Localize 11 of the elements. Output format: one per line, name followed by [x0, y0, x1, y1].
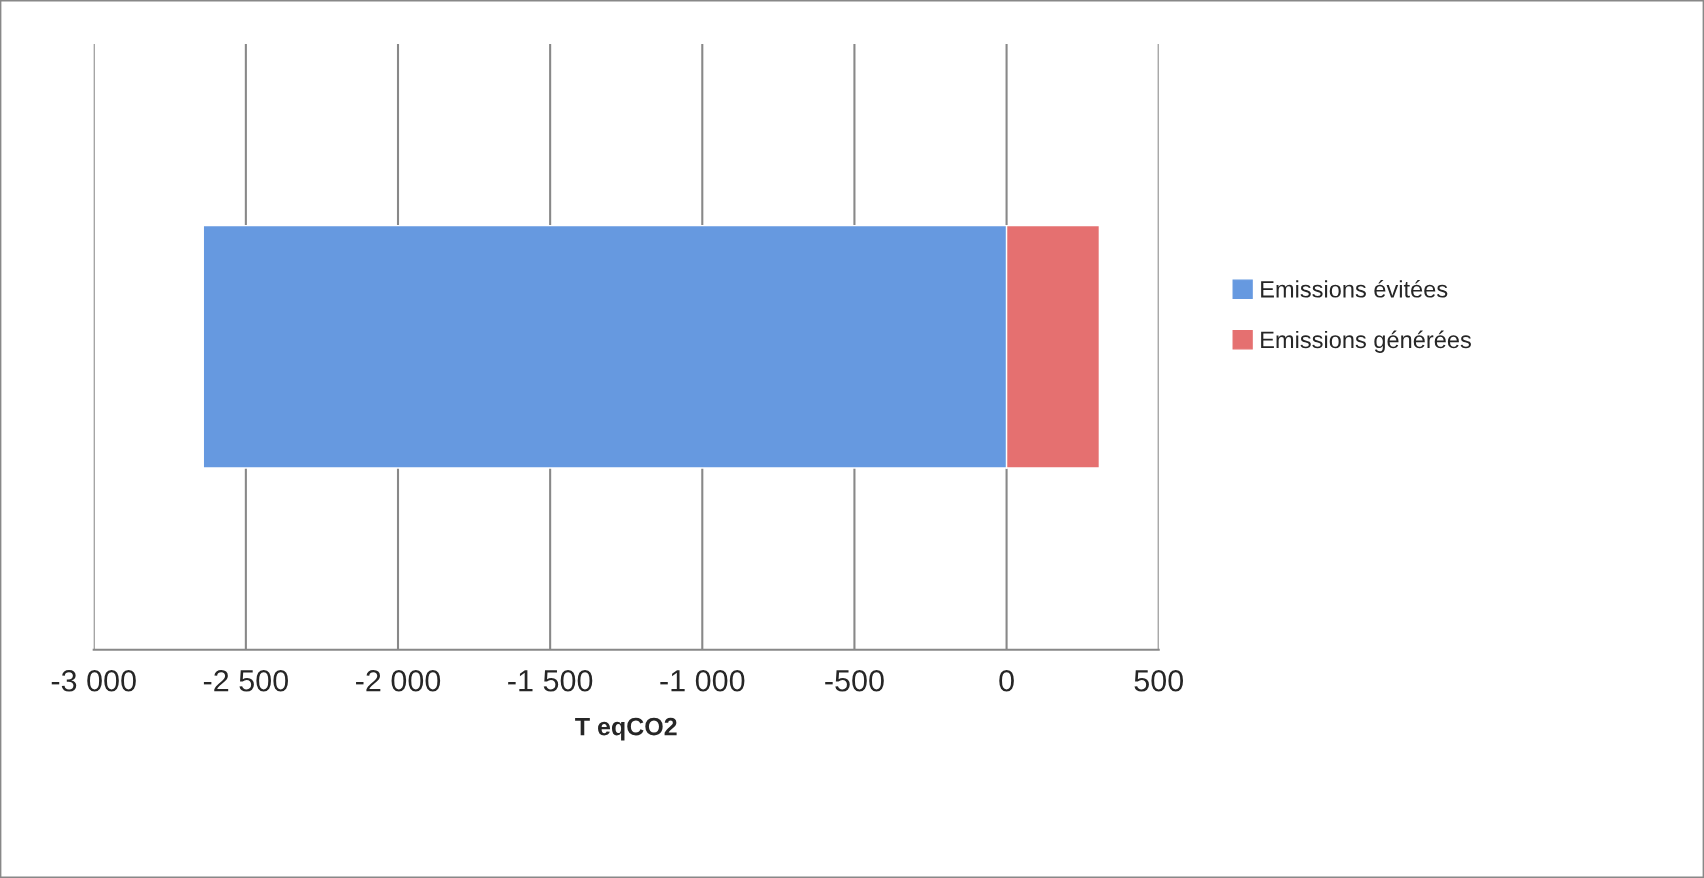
x-tick-label: -2 000 [356, 669, 441, 692]
x-tick-label: 500 [1134, 669, 1184, 692]
x-tick-label: -500 [825, 669, 884, 692]
x-tick-label: -3 000 [51, 669, 136, 692]
legend-label: Emissions générées [1261, 330, 1471, 353]
x-tick-label: -2 500 [203, 669, 288, 692]
legend-label: Emissions évitées [1261, 279, 1448, 298]
x-tick-label: -1 500 [508, 669, 593, 692]
x-tick-label: -1 000 [660, 669, 745, 692]
x-tick-label: 0 [999, 669, 1014, 692]
x-axis-title: T eqCO2 [575, 717, 677, 741]
